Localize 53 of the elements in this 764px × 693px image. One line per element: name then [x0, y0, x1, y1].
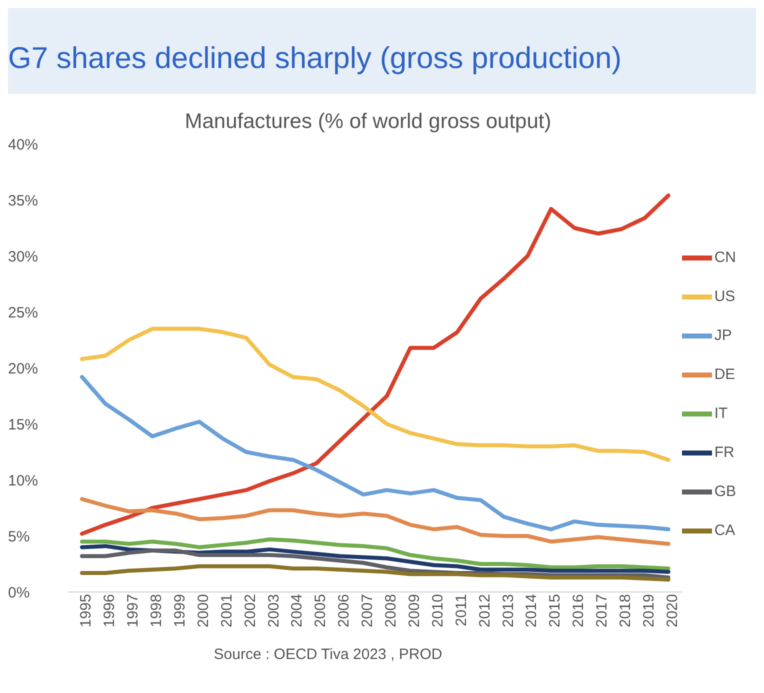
x-tick-label: 2018: [617, 594, 634, 628]
y-tick-label: 10%: [8, 472, 38, 490]
y-tick-label: 15%: [8, 416, 38, 434]
x-tick-label: 2000: [194, 594, 212, 628]
line-series: [80, 497, 670, 546]
x-tick-label: 1999: [171, 594, 188, 628]
line-series: [80, 194, 670, 536]
x-tick-label: 2015: [546, 594, 564, 628]
y-tick-label: 0%: [8, 584, 30, 602]
x-tick-label: 2001: [218, 594, 236, 628]
x-tick-label: 2002: [242, 594, 259, 628]
x-tick-label: 2014: [523, 594, 540, 628]
x-tick-label: 2004: [288, 594, 306, 628]
x-tick-label: 2007: [359, 594, 376, 628]
line-series: [80, 564, 670, 582]
x-tick-label: 2006: [336, 594, 353, 628]
x-tick-label: 2016: [570, 594, 588, 628]
line-series: [80, 326, 670, 462]
y-tick-label: 20%: [8, 360, 38, 378]
legend-label: US: [714, 288, 736, 305]
source-note: Source : OECD Tiva 2023 , PROD: [212, 646, 444, 663]
legend-label: CN: [714, 249, 736, 266]
y-tick-label: 40%: [8, 136, 38, 154]
x-tick-label: 2012: [476, 594, 494, 628]
x-tick-label: 2009: [406, 594, 423, 628]
x-tick-label: 2013: [500, 594, 517, 628]
y-tick-label: 35%: [8, 192, 38, 210]
x-tick-label: 1997: [124, 594, 142, 628]
x-tick-label: 1998: [148, 594, 166, 628]
x-tick-label: 2003: [265, 594, 282, 628]
x-tick-label: 2005: [312, 594, 330, 628]
legend-label: DE: [714, 366, 736, 383]
y-tick-label: 30%: [8, 248, 38, 266]
line-series: [80, 374, 670, 532]
x-tick-label: 2010: [429, 594, 446, 628]
chart-title: G7 shares declined sharply (gross production): [8, 8, 756, 94]
x-tick-label: 1995: [78, 594, 95, 628]
legend-label: GB: [714, 483, 736, 500]
x-tick-label: 2017: [594, 594, 611, 628]
x-tick-label: 2008: [382, 594, 400, 628]
x-tick-label: 2019: [640, 594, 658, 628]
legend-label: CA: [714, 522, 736, 539]
x-tick-label: 2011: [452, 594, 470, 626]
line-series: [80, 544, 670, 574]
y-tick-label: 5%: [8, 528, 30, 546]
legend-label: IT: [714, 405, 728, 422]
x-tick-label: 2020: [664, 594, 681, 628]
chart-subtitle: Manufactures (% of world gross output): [184, 110, 552, 134]
x-tick-label: 1996: [101, 594, 118, 628]
legend-label: JP: [714, 327, 732, 344]
y-tick-label: 25%: [8, 304, 38, 322]
line-series: [80, 537, 670, 570]
legend-label: FR: [714, 444, 734, 461]
